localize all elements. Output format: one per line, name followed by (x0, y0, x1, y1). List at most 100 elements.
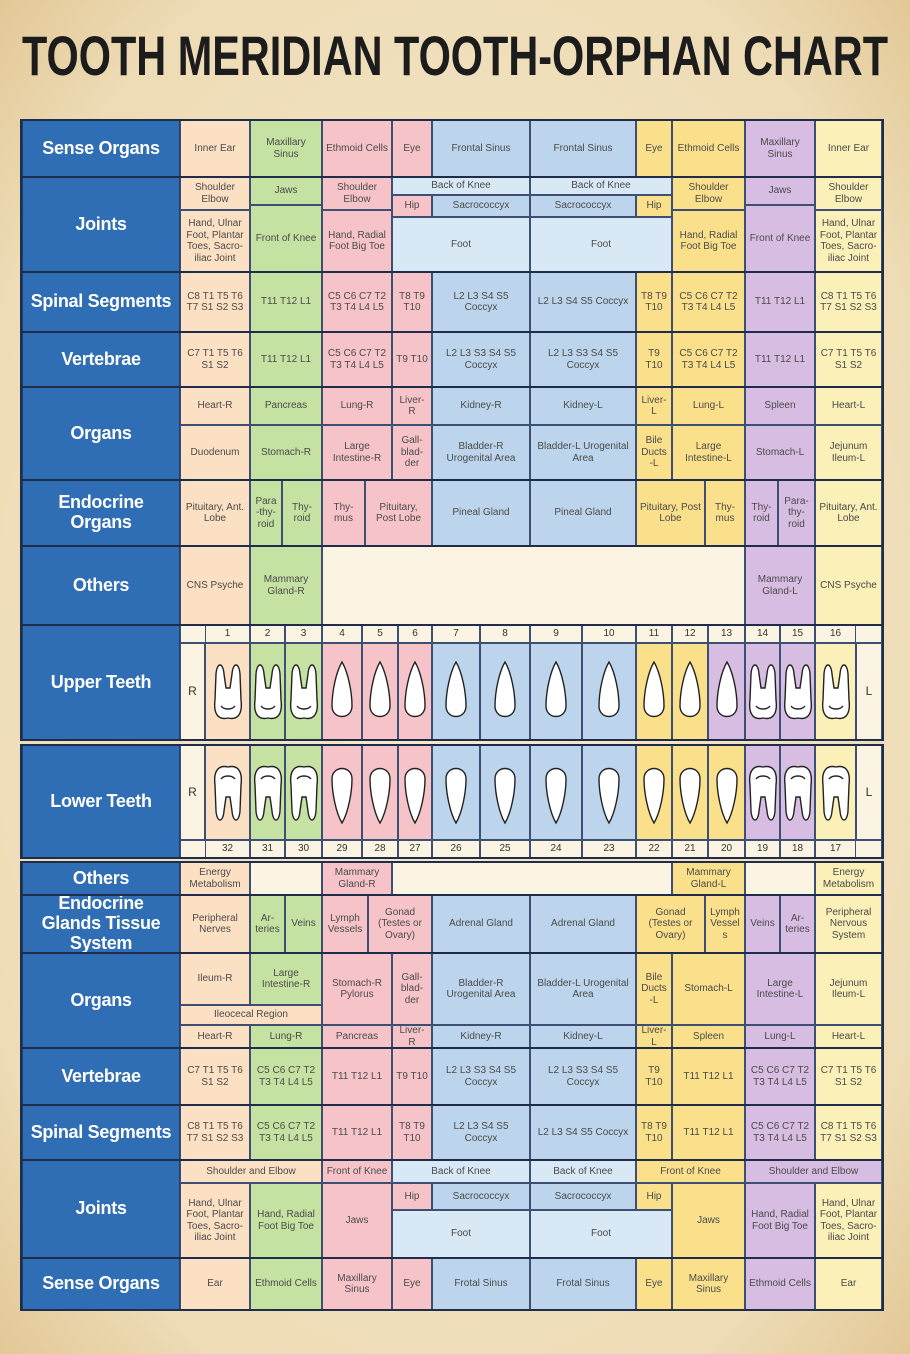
blank-cell (392, 862, 672, 895)
table-cell: Thy-roid (282, 480, 322, 546)
section-label: Others (22, 546, 180, 625)
table-cell: Front of Knee (250, 205, 322, 272)
section-label: Sense Organs (22, 120, 180, 177)
table-cell: L2 L3 S4 S5 Coccyx (432, 1105, 530, 1160)
tooth-outline (748, 765, 777, 821)
tooth-outline (783, 663, 812, 719)
table-cell: Mammary Gland-L (745, 546, 815, 625)
table-cell: T8 T9 T10 (636, 272, 672, 332)
tooth-cell (432, 745, 480, 840)
table-cell: Peripheral Nervous System (815, 895, 882, 953)
tooth-icon (289, 663, 318, 719)
table-cell: Front of Knee (745, 205, 815, 272)
table-cell: Heart-L (815, 1025, 882, 1048)
table-cell: Frotal Sinus (530, 1258, 636, 1310)
blank-cell (250, 862, 322, 895)
tooth-number: 3 (285, 625, 322, 643)
tooth-icon (821, 663, 850, 719)
table-cell: Ethmoid Cells (250, 1258, 322, 1310)
tooth-icon (369, 660, 391, 717)
table-cell: Adrenal Gland (530, 895, 636, 953)
tooth-icon (643, 767, 665, 824)
table-cell: T11 T12 L1 (745, 332, 815, 387)
table-cell: C8 T1 T5 T6 T7 S1 S2 S3 (180, 1105, 250, 1160)
table-cell: Stomach-R (250, 425, 322, 480)
table-cell: Jaws (250, 177, 322, 205)
table-cell: C7 T1 T5 T6 S1 S2 (815, 332, 882, 387)
table-cell: Gall-blad-der (392, 425, 432, 480)
tooth-cell (582, 745, 636, 840)
table-cell: Heart-R (180, 1025, 250, 1048)
tooth-outline (494, 767, 516, 824)
table-cell: T8 T9 T10 (392, 272, 432, 332)
tooth-outline (545, 767, 567, 824)
tooth-outline (545, 660, 567, 717)
table-cell: C5 C6 C7 T2 T3 T4 L4 L5 (322, 272, 392, 332)
tooth-outline (445, 660, 467, 717)
table-cell: Eye (392, 120, 432, 177)
table-cell: L2 L3 S4 S5 Coccyx (530, 1105, 636, 1160)
table-cell: Maxillary Sinus (250, 120, 322, 177)
table-cell: Large Intestine-R (322, 425, 392, 480)
table-cell: Spleen (745, 387, 815, 425)
table-cell: Inner Ear (180, 120, 250, 177)
tooth-cell (285, 745, 322, 840)
table-cell: Liver-R (392, 1025, 432, 1048)
tooth-icon (643, 660, 665, 717)
side-label: L (856, 643, 882, 740)
tooth-outline (494, 660, 516, 717)
table-cell: Hand, Ulnar Foot, Plantar Toes, Sacro-il… (180, 210, 250, 272)
table-cell: Lung-R (250, 1025, 322, 1048)
table-cell: C5 C6 C7 T2 T3 T4 L4 L5 (322, 332, 392, 387)
table-cell: T11 T12 L1 (672, 1105, 745, 1160)
tooth-cell (362, 643, 398, 740)
section-label: Sense Organs (22, 1258, 180, 1310)
section-label: Endocrine Glands Tissue System (22, 893, 180, 953)
table-cell: Pituitary, Ant. Lobe (815, 480, 882, 546)
tooth-number: 26 (432, 840, 480, 858)
table-cell: Pancreas (322, 1025, 392, 1048)
table-cell: Ethmoid Cells (672, 120, 745, 177)
table-cell: Hand, Ulnar Foot, Plantar Toes, Sacro-il… (815, 210, 882, 272)
tooth-outline (331, 767, 353, 824)
table-cell: Shoulder and Elbow (745, 1160, 882, 1183)
table-cell: Mammary Gland-L (672, 862, 745, 895)
table-cell: Energy Metabolism (815, 862, 882, 895)
table-cell: Bladder-L Urogenital Area (530, 425, 636, 480)
tooth-cell (745, 745, 780, 840)
tooth-icon (783, 663, 812, 719)
table-cell: C8 T1 T5 T6 T7 S1 S2 S3 (815, 1105, 882, 1160)
table-cell: Jaws (672, 1183, 745, 1258)
tooth-outline (643, 767, 665, 824)
section-label: Upper Teeth (22, 625, 180, 740)
tooth-cell (432, 643, 480, 740)
table-cell: Jaws (322, 1183, 392, 1258)
table-cell: Lymph Vessels (322, 895, 368, 953)
section-label: Joints (22, 177, 180, 272)
table-cell: Stomach-R Pylorus (322, 953, 392, 1025)
tooth-cell (398, 643, 432, 740)
side-label: L (856, 745, 882, 840)
side-label: R (180, 643, 205, 740)
table-cell: Maxillary Sinus (322, 1258, 392, 1310)
table-cell: Inner Ear (815, 120, 882, 177)
table-cell: Bile Ducts -L (636, 953, 672, 1025)
table-cell: Sacrococcyx (432, 1183, 530, 1210)
tooth-number: 24 (530, 840, 582, 858)
table-cell: Lung-L (672, 387, 745, 425)
table-cell: Bile Ducts -L (636, 425, 672, 480)
table-cell: Ar-teries (250, 895, 285, 953)
tooth-number: 5 (362, 625, 398, 643)
table-cell: Sacrococcyx (432, 195, 530, 217)
tooth-number: 28 (362, 840, 398, 858)
tooth-icon (545, 660, 567, 717)
tooth-icon (679, 660, 701, 717)
table-cell: Gall-blad-der (392, 953, 432, 1025)
table-cell: Frotal Sinus (432, 1258, 530, 1310)
table-cell: Jejunum Ileum-L (815, 425, 882, 480)
table-cell: Kidney-R (432, 387, 530, 425)
tooth-outline (821, 765, 850, 821)
table-cell: Front of Knee (322, 1160, 392, 1183)
table-cell: Lung-R (322, 387, 392, 425)
table-cell: Ar-teries (780, 895, 815, 953)
